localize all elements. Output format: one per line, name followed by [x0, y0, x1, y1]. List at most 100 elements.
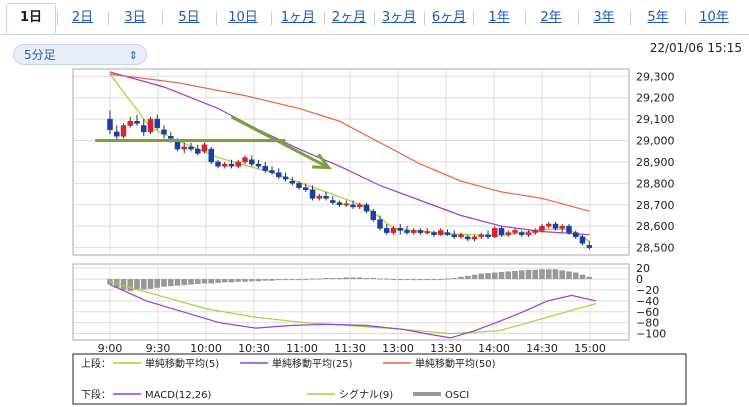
candle-body: [195, 148, 201, 154]
tab-separator: [108, 11, 109, 25]
price-panel-frame: [72, 68, 630, 256]
macd-line: [109, 283, 597, 339]
osci-bar: [242, 279, 248, 282]
osci-bar: [147, 279, 154, 289]
tab-10年[interactable]: 10年: [699, 10, 729, 25]
tab-separator: [578, 11, 579, 25]
tab-separator: [525, 11, 526, 25]
tab-5日[interactable]: 5日: [178, 10, 200, 25]
candle-body: [154, 118, 160, 128]
candle-body: [330, 200, 336, 203]
macd-y-tick-label: −80: [636, 317, 659, 330]
candle-body: [262, 165, 268, 171]
candle-body: [357, 204, 363, 208]
candle-body: [276, 172, 282, 178]
price-y-tick-label: 29,200: [636, 92, 675, 105]
candle-body: [343, 203, 349, 206]
osci-bar: [451, 277, 458, 280]
macd-panel-frame: [72, 263, 630, 341]
candle-body: [269, 170, 275, 173]
osci-bar: [437, 279, 444, 281]
osci-bar: [545, 269, 552, 280]
tab-separator: [271, 11, 272, 25]
candle-body: [492, 228, 498, 238]
candle-body: [519, 232, 525, 235]
osci-bar: [221, 279, 228, 283]
x-tick-label: 13:30: [430, 342, 462, 355]
candle-body: [309, 189, 316, 199]
legend-lower-label: 下段：: [81, 388, 111, 401]
x-tick-label: 15:00: [574, 342, 606, 355]
osci-bar: [518, 270, 525, 280]
interval-select[interactable]: 5分足 ⇕: [13, 44, 147, 65]
osci-bar: [350, 277, 356, 280]
tab-1年[interactable]: 1年: [488, 10, 510, 25]
tab-separator: [685, 11, 686, 25]
price-y-tick-label: 29,000: [636, 135, 675, 148]
price-y-tick-label: 28,500: [636, 242, 675, 255]
tab-2ヶ月[interactable]: 2ヶ月: [331, 10, 367, 25]
tab-6ヶ月[interactable]: 6ヶ月: [431, 10, 467, 25]
ma-line-ma50: [109, 73, 590, 212]
osci-bar: [363, 277, 370, 280]
osci-bar: [309, 278, 316, 280]
osci-bar: [120, 279, 127, 290]
osci-bar: [431, 279, 437, 281]
osci-bar: [181, 279, 188, 286]
osci-bar: [566, 271, 572, 280]
osci-bar: [215, 279, 221, 283]
osci-bar: [161, 279, 167, 287]
osci-bar: [113, 279, 120, 288]
tab-2日[interactable]: 2日: [71, 10, 94, 25]
tab-3日[interactable]: 3日: [124, 10, 146, 25]
tab-separator: [57, 11, 58, 25]
tab-separator: [324, 11, 325, 25]
osci-bar: [235, 279, 242, 282]
tab-3年[interactable]: 3年: [593, 10, 615, 25]
macd-y-tick-label: 0: [636, 273, 643, 286]
tab-3ヶ月[interactable]: 3ヶ月: [381, 10, 417, 25]
osci-bar: [410, 279, 417, 281]
price-y-tick-label: 28,700: [636, 199, 675, 212]
osci-bar: [458, 276, 464, 280]
x-tick-label: 13:00: [382, 342, 414, 355]
candle-body: [336, 202, 343, 206]
candle-body: [249, 159, 255, 165]
tab-5年[interactable]: 5年: [647, 10, 669, 25]
osci-bar: [302, 279, 309, 281]
osci-bar: [228, 279, 235, 283]
candle-body: [303, 187, 309, 191]
candle-body: [161, 129, 167, 135]
osci-bar: [188, 279, 194, 285]
osci-bar: [579, 274, 586, 280]
candle-body: [370, 210, 376, 220]
osci-bar: [383, 278, 390, 280]
x-tick-label: 14:30: [526, 342, 558, 355]
tab-1日[interactable]: 1日: [6, 3, 56, 34]
signal-line: [109, 281, 597, 335]
osci-bar: [397, 279, 404, 281]
tab-separator: [630, 11, 631, 25]
tab-separator: [424, 11, 425, 25]
osci-bar: [512, 270, 518, 280]
tab-separator: [216, 11, 217, 25]
x-tick-label: 9:30: [146, 342, 171, 355]
legend-upper-label: 上段：: [81, 357, 111, 370]
candle-body: [363, 204, 370, 212]
osci-bar: [134, 279, 140, 290]
macd-y-tick-label: 20: [636, 262, 650, 275]
candle-body: [458, 234, 464, 238]
candle-body: [215, 161, 221, 167]
tab-2年[interactable]: 2年: [540, 10, 562, 25]
x-tick-label: 10:00: [190, 342, 222, 355]
legend-lower-item: MACD(12,26): [145, 390, 212, 401]
osci-bar: [424, 279, 431, 281]
osci-bar: [343, 277, 350, 280]
tab-10日[interactable]: 10日: [228, 10, 258, 25]
candle-body: [485, 234, 491, 238]
osci-bar: [464, 275, 471, 280]
tab-1ヶ月[interactable]: 1ヶ月: [280, 10, 316, 25]
candle-body: [552, 223, 559, 229]
x-tick-label: 11:00: [286, 342, 318, 355]
legend-upper-item: 単純移動平均(50): [415, 357, 496, 370]
